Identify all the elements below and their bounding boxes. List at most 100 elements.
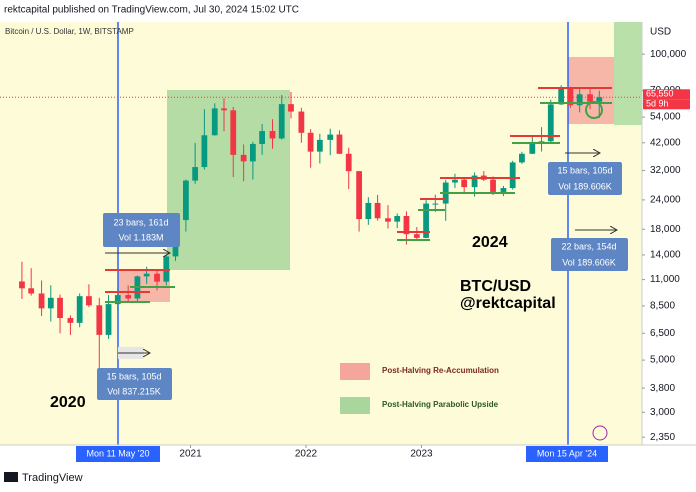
candle-body bbox=[76, 296, 83, 323]
header: rektcapital published on TradingView.com… bbox=[4, 5, 299, 16]
y-tick-label: 6,500 bbox=[650, 328, 675, 339]
candle-body bbox=[269, 131, 276, 139]
annotations-back bbox=[117, 22, 642, 445]
last-price-label: 65,550 bbox=[646, 89, 674, 99]
range-label-box bbox=[97, 368, 172, 400]
candle-body bbox=[67, 318, 74, 323]
range-label: Vol 1.183M bbox=[118, 232, 163, 242]
y-tick-label: 14,000 bbox=[650, 250, 681, 261]
candle-body bbox=[432, 203, 439, 205]
candle-body bbox=[240, 154, 247, 162]
x-tick-label: 2023 bbox=[410, 449, 433, 460]
legend-label: Post-Halving Parabolic Upside bbox=[382, 400, 499, 409]
last-price-tag bbox=[643, 89, 690, 100]
x-tick-label: 2022 bbox=[295, 449, 318, 460]
range-labels: 23 bars, 161d Vol 1.183M 15 bars, 105d V… bbox=[97, 162, 628, 400]
range-label-box bbox=[551, 238, 628, 271]
candle-body bbox=[490, 179, 496, 192]
candle-body bbox=[423, 203, 429, 238]
date-label-box bbox=[526, 446, 608, 462]
levels bbox=[105, 87, 612, 303]
y-tick-label: 18,000 bbox=[650, 224, 681, 235]
year-label: 2024 bbox=[472, 234, 508, 251]
candle-body bbox=[596, 97, 603, 102]
legend-label: Post-Halving Re-Accumulation bbox=[382, 366, 499, 375]
candle-body bbox=[57, 297, 63, 319]
candle-body bbox=[230, 110, 237, 155]
y-tick-label: 100,000 bbox=[650, 49, 687, 60]
candle-body bbox=[221, 108, 227, 111]
candle-body bbox=[471, 175, 478, 188]
legend-swatch bbox=[340, 363, 370, 380]
plot-area bbox=[0, 22, 642, 445]
candle-body bbox=[356, 171, 362, 220]
candle-body bbox=[47, 297, 54, 309]
y-tick-label: 24,000 bbox=[650, 195, 681, 206]
candle-body bbox=[316, 139, 323, 152]
candle-body bbox=[259, 131, 265, 144]
candle-body bbox=[298, 111, 305, 133]
countdown-tag bbox=[643, 99, 690, 110]
range-label: Vol 189.606K bbox=[558, 181, 612, 191]
range-label-box bbox=[103, 213, 180, 247]
candle-body bbox=[374, 202, 381, 219]
y-tick-label: 42,000 bbox=[650, 137, 681, 148]
axes: 100,00070,00054,00042,00032,00024,00018,… bbox=[179, 49, 690, 460]
candle-body bbox=[538, 141, 545, 143]
y-tick-label: 32,000 bbox=[650, 165, 681, 176]
candle-body bbox=[307, 132, 314, 152]
candle-body bbox=[28, 288, 35, 294]
y-tick-label: 3,000 bbox=[650, 407, 675, 418]
candle-body bbox=[403, 215, 410, 235]
range-label: Vol 837.215K bbox=[107, 386, 161, 396]
countdown-label: 5d 9h bbox=[646, 99, 669, 109]
arrows bbox=[105, 153, 617, 359]
date-label: Mon 15 Apr '24 bbox=[537, 448, 597, 458]
candle-body bbox=[201, 135, 208, 168]
icon bbox=[592, 425, 608, 441]
candle-body bbox=[385, 218, 391, 222]
legend-swatch bbox=[340, 397, 370, 414]
range-label: 15 bars, 105d bbox=[557, 165, 612, 175]
candle-body bbox=[500, 188, 507, 192]
candle-body bbox=[288, 104, 294, 112]
candle-body bbox=[461, 179, 468, 188]
y-tick-label: 11,000 bbox=[650, 274, 680, 285]
time-axis bbox=[0, 445, 696, 462]
logo bbox=[4, 472, 18, 482]
symbol-label: BTC/USD bbox=[460, 278, 531, 295]
range-label: 15 bars, 105d bbox=[106, 371, 161, 381]
highlight-circle bbox=[585, 101, 603, 119]
candle-body bbox=[96, 305, 103, 335]
candle-body bbox=[86, 296, 92, 306]
date-label-box bbox=[76, 446, 160, 462]
year-label: 2020 bbox=[50, 394, 86, 411]
candle-body bbox=[192, 167, 199, 181]
parabolic-zone bbox=[167, 90, 290, 270]
y-tick-label: 8,500 bbox=[650, 301, 675, 312]
candle-body bbox=[576, 94, 583, 106]
candle-body bbox=[154, 273, 160, 282]
currency: USD bbox=[650, 27, 671, 38]
candle-body bbox=[558, 88, 565, 105]
x-tick-label: 2021 bbox=[179, 449, 202, 460]
y-tick-label: 5,000 bbox=[650, 355, 675, 366]
candle-body bbox=[183, 180, 189, 221]
candle-body bbox=[452, 179, 458, 183]
candle-body bbox=[413, 234, 420, 238]
candle-body bbox=[509, 162, 516, 189]
candle-body bbox=[519, 153, 525, 163]
y-tick-label: 3,800 bbox=[650, 383, 675, 394]
author-label: @rektcapital bbox=[460, 295, 556, 312]
range-label-box bbox=[548, 162, 622, 195]
parabolic-zone bbox=[614, 22, 642, 125]
candle-body bbox=[587, 94, 593, 102]
candle-body bbox=[125, 295, 132, 299]
candle-body bbox=[529, 142, 536, 154]
footer: TradingView bbox=[22, 472, 83, 484]
candle-body bbox=[278, 104, 285, 139]
candle-body bbox=[19, 281, 25, 289]
candle-body bbox=[365, 202, 372, 220]
date-label: Mon 11 May '20 bbox=[86, 448, 149, 458]
